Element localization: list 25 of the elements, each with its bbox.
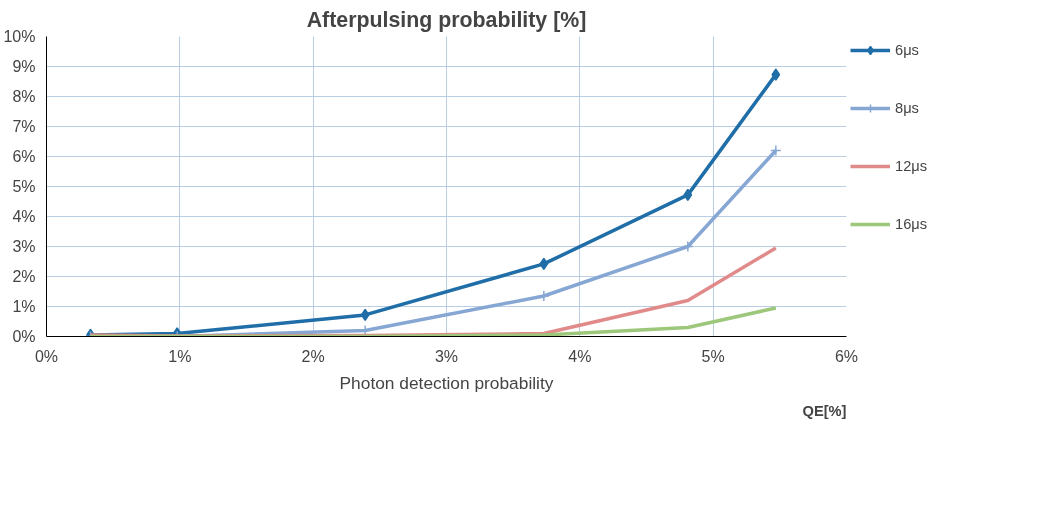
- x-axis-title: Photon detection probability: [339, 372, 554, 393]
- legend-label: 12μs: [895, 158, 928, 174]
- y-tick-label: 5%: [12, 178, 36, 195]
- y-tick-label: 3%: [12, 238, 36, 255]
- x-tick-label: 1%: [168, 347, 192, 365]
- x-tick-label: 0%: [34, 347, 59, 365]
- x-tick-label: 3%: [434, 347, 459, 365]
- y-tick-label: 9%: [12, 58, 36, 75]
- y-tick-label: 8%: [12, 88, 36, 105]
- text: QE[%]: [802, 402, 847, 419]
- y-tick-label: 0%: [12, 328, 36, 345]
- x-tick-label: 2%: [301, 347, 325, 365]
- y-tick-label: 1%: [12, 298, 36, 315]
- chart-title: Afterpulsing probability [%]: [306, 7, 587, 32]
- x-tick-label: 6%: [834, 347, 859, 365]
- y-tick-label: 2%: [12, 268, 36, 285]
- y-tick-label: 10%: [3, 28, 36, 45]
- legend-label: 8μs: [895, 100, 919, 116]
- legend-label: 16μs: [895, 216, 928, 232]
- legend-label: 6μs: [895, 42, 919, 58]
- x-tick-label: 4%: [568, 347, 592, 365]
- y-tick-label: 7%: [12, 118, 36, 135]
- y-tick-label: 6%: [12, 148, 36, 165]
- x-tick-label: 5%: [701, 347, 725, 365]
- y-tick-label: 4%: [12, 208, 36, 225]
